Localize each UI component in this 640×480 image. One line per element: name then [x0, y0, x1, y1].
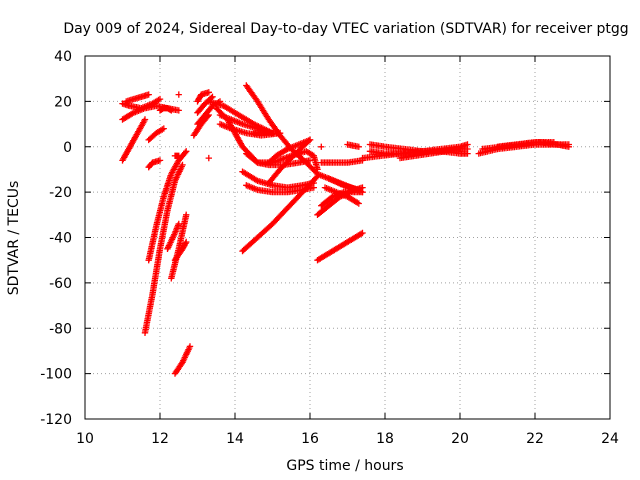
scatter-point-markers — [396, 145, 464, 162]
scatter-series — [145, 125, 167, 144]
grid-layer — [85, 56, 610, 419]
scatter-point-markers — [145, 148, 190, 264]
scatter-point-markers — [205, 154, 212, 162]
scatter-point-markers — [171, 238, 190, 264]
y-tick-label: -100 — [40, 367, 72, 383]
scatter-series — [318, 157, 366, 166]
scatter-series — [190, 111, 212, 139]
scatter-point-markers — [314, 229, 366, 264]
scatter-series — [239, 173, 321, 255]
scatter-point-markers — [190, 111, 212, 139]
scatter-point-markers — [156, 105, 175, 114]
scatter-point-markers — [171, 152, 182, 159]
scatter-point-markers — [175, 91, 182, 98]
scatter-series — [119, 116, 149, 164]
scatter-point-markers — [145, 125, 167, 144]
scatter-point-markers — [494, 139, 557, 150]
scatter-series — [325, 175, 366, 196]
scatter-point-markers — [250, 129, 284, 137]
y-tick-label: 0 — [63, 140, 72, 156]
x-tick-label: 16 — [301, 431, 319, 447]
scatter-point-markers — [164, 220, 182, 252]
scatter-series — [175, 91, 182, 98]
scatter-point-markers — [216, 111, 276, 137]
scatter-series — [318, 143, 325, 150]
scatter-point-markers — [265, 136, 314, 166]
y-tick-label: -80 — [49, 321, 72, 337]
scatter-series — [265, 136, 314, 166]
x-tick-label: 18 — [376, 431, 394, 447]
x-tick-label: 22 — [526, 431, 544, 447]
y-tick-label: 20 — [54, 94, 72, 110]
y-tick-label: -40 — [49, 231, 72, 247]
x-tick-label: 14 — [226, 431, 244, 447]
y-tick-label: 40 — [54, 49, 72, 65]
scatter-point-markers — [141, 161, 186, 336]
scatter-point-markers — [344, 141, 362, 150]
scatter-series — [171, 152, 182, 159]
x-tick-label: 10 — [76, 431, 94, 447]
scatter-series — [171, 343, 194, 377]
scatter-point-markers — [321, 184, 362, 207]
chart-title: Day 009 of 2024, Sidereal Day-to-day VTE… — [63, 21, 628, 37]
scatter-point-markers — [239, 173, 321, 255]
scatter-point-markers — [318, 157, 366, 166]
scatter-series — [344, 141, 362, 150]
x-axis-label: GPS time / hours — [286, 458, 403, 474]
scatter-point-markers — [145, 157, 164, 171]
scatter-point-markers — [171, 343, 194, 377]
y-axis-label: SDTVAR / TECUs — [6, 181, 22, 296]
x-tick-label: 20 — [451, 431, 469, 447]
points-layer — [119, 82, 572, 377]
scatter-series — [145, 157, 164, 171]
scatter-point-markers — [123, 91, 152, 105]
scatter-series — [250, 129, 284, 137]
scatter-series — [205, 154, 212, 162]
scatter-series — [194, 89, 212, 105]
y-tick-label: -20 — [49, 185, 72, 201]
scatter-point-markers — [119, 116, 149, 164]
scatter-series — [171, 238, 190, 264]
scatter-series — [141, 161, 186, 336]
scatter-series — [164, 220, 182, 252]
scatter-point-markers — [325, 175, 366, 196]
scatter-series — [479, 139, 572, 153]
scatter-series — [396, 145, 464, 162]
scatter-series — [321, 184, 362, 207]
scatter-series — [123, 91, 152, 105]
scatter-point-markers — [479, 139, 572, 153]
x-tick-label: 24 — [601, 431, 619, 447]
scatter-series — [145, 148, 190, 264]
scatter-series — [156, 105, 175, 114]
scatter-series — [216, 111, 276, 137]
y-tick-label: -60 — [49, 276, 72, 292]
y-tick-label: -120 — [40, 412, 72, 428]
scatter-series — [314, 229, 366, 264]
scatter-series — [494, 139, 557, 150]
scatter-point-markers — [318, 143, 325, 150]
scatter-point-markers — [194, 89, 212, 105]
x-tick-label: 12 — [151, 431, 169, 447]
ticks-layer: 10 12 14 16 18 20 22 24 -120 -100 -80 -60 -40 -20 0 20 4… — [40, 49, 619, 447]
